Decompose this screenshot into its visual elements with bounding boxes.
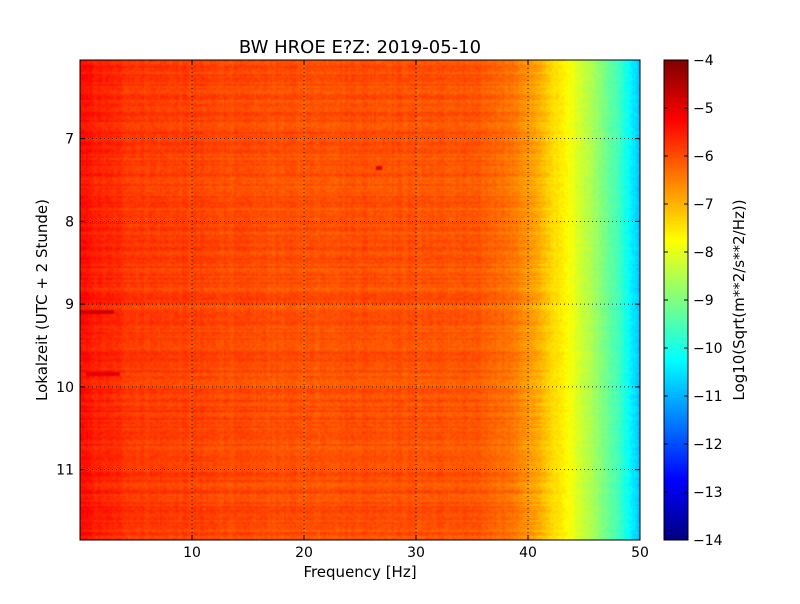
colorbar: −4 −5 −6 −7 −8 −9 −10 −11 −12 −13 −14 Log10(Sqrt(m… [663, 53, 748, 549]
y-axis: 7 8 9 10 11 [56, 132, 640, 479]
y-tick-label: 7 [65, 132, 74, 148]
colorbar-tick-label: −13 [693, 485, 723, 501]
colorbar-ticks: −4 −5 −6 −7 −8 −9 −10 −11 −12 −13 −14 [664, 53, 723, 549]
x-tick-label: 30 [407, 545, 425, 561]
grid-lines [80, 60, 640, 540]
colorbar-label: Log10(Sqrt(m**2/s**2/Hz)) [730, 199, 748, 400]
heatmap-image [80, 60, 640, 540]
colorbar-tick-label: −7 [693, 197, 714, 213]
y-axis-label: Lokalzeit (UTC + 2 Stunde) [33, 199, 51, 401]
x-axis: 10 20 30 40 50 [183, 60, 649, 561]
x-tick-label: 10 [183, 545, 201, 561]
colorbar-tick-label: −4 [693, 53, 714, 69]
y-tick-label: 9 [65, 297, 74, 313]
x-axis-label: Frequency [Hz] [303, 563, 416, 581]
colorbar-tick-label: −9 [693, 293, 714, 309]
colorbar-tick-label: −8 [693, 245, 714, 261]
heatmap-area [80, 60, 640, 540]
x-tick-label: 40 [519, 545, 537, 561]
x-tick-label: 20 [295, 545, 313, 561]
colorbar-tick-label: −14 [693, 533, 723, 549]
plot-frame [79, 59, 641, 541]
y-tick-label: 8 [65, 214, 74, 230]
y-tick-label: 11 [56, 463, 74, 479]
colorbar-tick-label: −5 [693, 101, 714, 117]
colorbar-tick-label: −11 [693, 389, 723, 405]
y-tick-label: 10 [56, 380, 74, 396]
colorbar-tick-label: −6 [693, 149, 714, 165]
colorbar-tick-label: −12 [693, 437, 723, 453]
chart-title: BW HROE E?Z: 2019-05-10 [239, 37, 481, 58]
x-tick-label: 50 [631, 545, 649, 561]
colorbar-tick-label: −10 [693, 341, 723, 357]
